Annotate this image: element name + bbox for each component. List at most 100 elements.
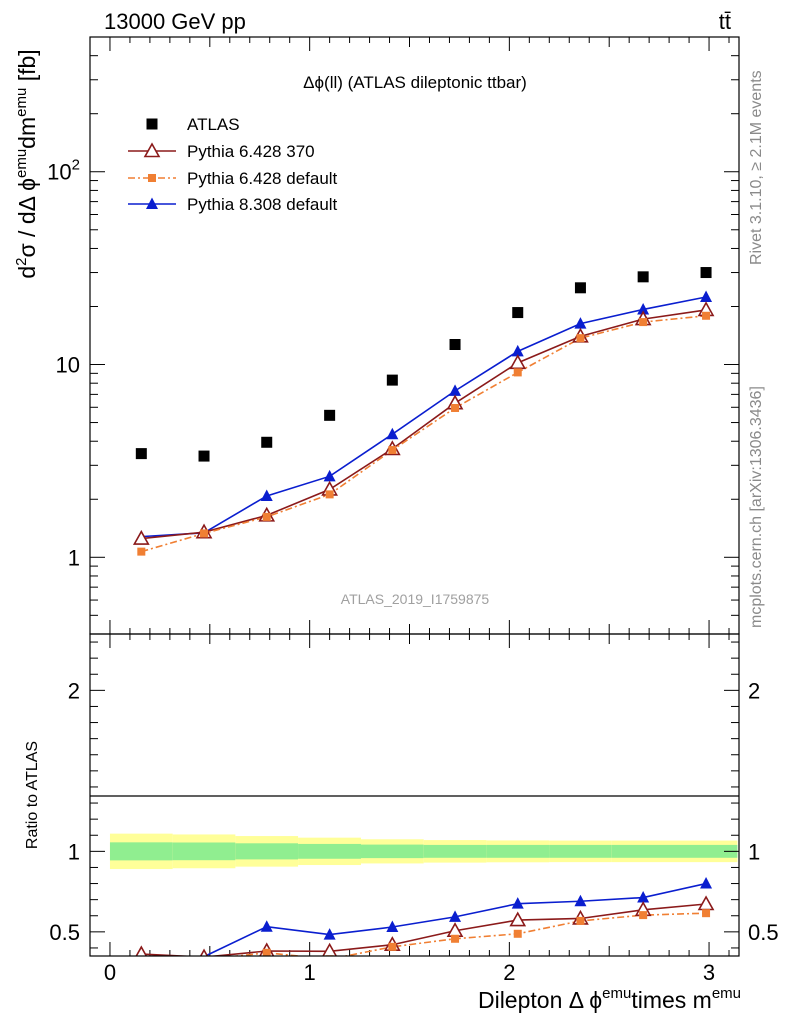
main-series-line bbox=[141, 296, 707, 538]
label-part: dm bbox=[14, 117, 40, 149]
main-ticks bbox=[90, 36, 739, 635]
main-data-point bbox=[451, 403, 460, 412]
ratio-series-line bbox=[141, 903, 707, 956]
ratio-data-point bbox=[260, 920, 273, 932]
ratio-data-point bbox=[262, 948, 271, 956]
main-data-point bbox=[637, 302, 650, 315]
energy-label: 13000 GeV pp bbox=[104, 9, 246, 34]
ratio-panel: 0.5 0.5 1 1 2 2 0 1 2 3 Ratio to ATLAS Dilepton … bbox=[24, 633, 779, 1013]
x-tick-label: 0 bbox=[104, 960, 116, 985]
label-superscript: emu bbox=[602, 985, 631, 1002]
ratio-data-point bbox=[511, 897, 524, 909]
legend-label: Pythia 6.428 370 bbox=[187, 142, 315, 161]
main-series-line bbox=[141, 309, 707, 540]
main-data-point bbox=[637, 271, 649, 283]
main-y-tick-label: 102 bbox=[47, 157, 80, 185]
label-part: Dilepton Δ ϕ bbox=[478, 987, 602, 1013]
process-label: tt̄ bbox=[719, 9, 731, 34]
ratio-data-point bbox=[323, 928, 336, 940]
label-superscript: emu bbox=[13, 149, 30, 178]
ratio-frame bbox=[89, 633, 740, 957]
main-data-point bbox=[449, 339, 461, 351]
main-data-point bbox=[386, 374, 398, 386]
ratio-band-inner bbox=[172, 842, 236, 861]
ratio-data-point bbox=[135, 945, 148, 956]
label-part: σ / dΔ ϕ bbox=[14, 178, 40, 258]
x-axis-label: Dilepton Δ ϕemutimes memu bbox=[478, 985, 741, 1013]
main-data-point bbox=[574, 317, 587, 329]
main-y-tick-label: 10 bbox=[56, 353, 80, 378]
main-y-tick-label: 1 bbox=[68, 545, 80, 570]
ratio-data-point bbox=[386, 920, 399, 933]
ratio-y-tick-label-right: 1 bbox=[748, 839, 760, 864]
ratio-band-inner bbox=[109, 842, 173, 861]
label-part: [fb] bbox=[14, 49, 40, 87]
ratio-data-point bbox=[322, 942, 338, 956]
ratio-series bbox=[135, 877, 715, 956]
ratio-data-point bbox=[702, 909, 711, 918]
x-tick-label: 3 bbox=[703, 960, 715, 985]
ratio-series-line bbox=[202, 882, 707, 956]
x-tick-label: 1 bbox=[304, 960, 316, 985]
ratio-band-inner bbox=[298, 843, 361, 859]
main-data-point bbox=[198, 450, 210, 462]
main-data-point bbox=[700, 267, 712, 279]
main-data-point bbox=[509, 354, 527, 370]
rivet-label: Rivet 3.1.10, ≥ 2.1M events bbox=[748, 70, 765, 265]
main-data-point bbox=[702, 311, 711, 320]
label-superscript: emu bbox=[13, 88, 30, 117]
main-data-point bbox=[325, 490, 334, 499]
ratio-data-point bbox=[449, 910, 462, 922]
ratio-data-point bbox=[574, 894, 587, 907]
x-tick-label: 2 bbox=[503, 960, 515, 985]
legend-label: ATLAS bbox=[187, 115, 240, 134]
ratio-y-tick-label-right: 0.5 bbox=[748, 920, 779, 945]
label-superscript: emu bbox=[712, 985, 741, 1002]
legend-marker bbox=[146, 197, 158, 209]
main-data-point bbox=[511, 344, 524, 357]
label-superscript: 2 bbox=[13, 258, 30, 266]
main-data-point bbox=[324, 409, 336, 421]
ratio-data-point bbox=[637, 891, 650, 903]
ratio-data-point bbox=[451, 934, 460, 943]
ratio-data-point bbox=[513, 929, 522, 938]
main-data-point bbox=[639, 318, 648, 327]
main-data-point bbox=[700, 290, 713, 302]
ratio-y-tick-label: 0.5 bbox=[49, 920, 80, 945]
main-panel: Δϕ(ll) (ATLAS dileptonic ttbar) ATLAS_20… bbox=[13, 36, 740, 635]
tick-base: 10 bbox=[47, 160, 71, 185]
main-data-point bbox=[574, 282, 586, 294]
main-data-point bbox=[513, 368, 522, 377]
ratio-data-point bbox=[199, 948, 209, 956]
ratio-data-point bbox=[700, 877, 713, 889]
main-data-point bbox=[135, 448, 147, 460]
legend-label: Pythia 6.428 default bbox=[187, 169, 338, 188]
main-data-point bbox=[512, 307, 524, 319]
mcplots-label: mcplots.cern.ch [arXiv:1306.3436] bbox=[748, 386, 765, 628]
ratio-data-point bbox=[388, 942, 397, 951]
legend-label: Pythia 8.308 default bbox=[187, 195, 338, 214]
legend: ATLAS Pythia 6.428 370 Pythia 6.428 defaul… bbox=[128, 115, 338, 214]
legend-marker bbox=[143, 142, 161, 158]
ratio-data-point bbox=[639, 911, 648, 920]
legend-marker bbox=[146, 118, 158, 130]
ratio-ticks bbox=[90, 634, 739, 956]
main-data-point bbox=[132, 529, 150, 545]
label-part: times m bbox=[631, 987, 712, 1013]
main-data-point bbox=[137, 547, 146, 556]
ratio-band-inner bbox=[423, 844, 487, 858]
ratio-y-tick-labels: 0.5 0.5 1 1 2 2 bbox=[49, 678, 778, 945]
ratio-y-tick-label: 1 bbox=[68, 839, 80, 864]
main-series bbox=[132, 267, 715, 556]
main-data-point bbox=[262, 512, 271, 521]
ratio-y-axis-label: Ratio to ATLAS bbox=[24, 741, 41, 849]
main-data-point bbox=[449, 384, 462, 396]
ratio-band-inner bbox=[611, 844, 675, 858]
ratio-data-point bbox=[576, 916, 585, 925]
main-y-axis-label: d2σ / dΔ ϕemudmemu [fb] bbox=[13, 49, 40, 278]
main-data-point bbox=[388, 446, 397, 455]
ratio-y-tick-label-right: 2 bbox=[748, 678, 760, 703]
